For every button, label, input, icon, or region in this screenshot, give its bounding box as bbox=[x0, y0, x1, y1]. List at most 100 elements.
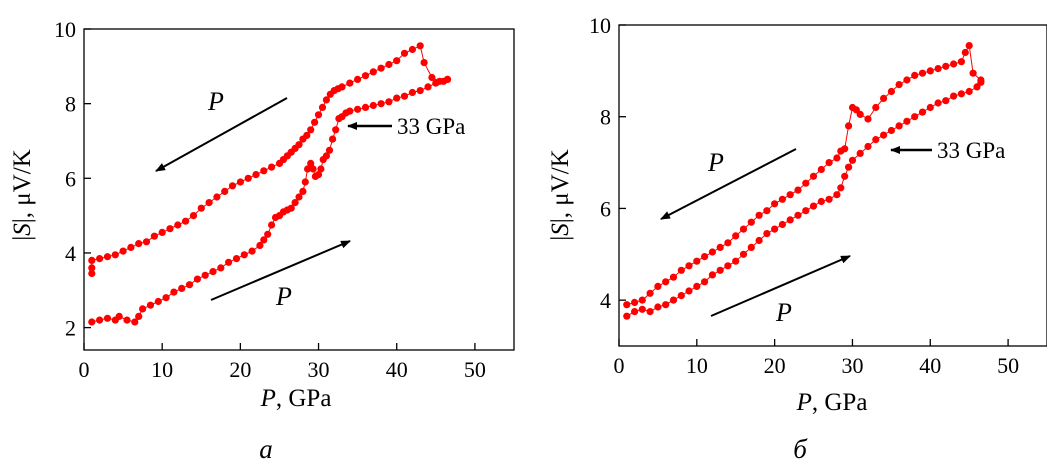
panel-a-y-ticks: 2 4 6 8 10 bbox=[54, 17, 91, 341]
panel-a-x-tick-label: 40 bbox=[386, 357, 408, 382]
panel-a-data-point bbox=[369, 101, 377, 110]
panel-a-data-point bbox=[260, 236, 268, 244]
panel-b-data-point bbox=[638, 305, 646, 313]
panel-b-data-point bbox=[918, 108, 927, 116]
panel-a-data-point bbox=[252, 171, 260, 179]
panel-b-data-point bbox=[802, 207, 810, 215]
panel-a-data-point bbox=[264, 230, 272, 238]
panel-b-data-point bbox=[771, 200, 779, 208]
panel-b-data-point bbox=[845, 122, 853, 130]
panel-b-data-point bbox=[837, 147, 845, 155]
panel-a-data-point bbox=[162, 294, 170, 302]
panel-b-data-point bbox=[646, 289, 654, 297]
panel-b-data-point bbox=[895, 122, 903, 130]
panel-b-plot-frame bbox=[618, 24, 1047, 347]
panel-b-data-point bbox=[771, 225, 779, 233]
panel-a-x-tick-label: 30 bbox=[308, 357, 330, 382]
panel-a-series-1-line bbox=[91, 78, 448, 323]
panel-a-data-point bbox=[88, 269, 96, 278]
panel-b-data-point bbox=[961, 48, 969, 57]
panel-b-data-point bbox=[739, 225, 748, 233]
panel-b-data-point bbox=[887, 87, 896, 96]
panel-a-data-point bbox=[301, 178, 309, 186]
panel-b-data-point bbox=[950, 92, 958, 100]
panel-a-data-point bbox=[329, 135, 337, 143]
panel-a-data-point bbox=[385, 98, 393, 106]
panel-a-data-point bbox=[205, 199, 213, 207]
panel-a-annotation-text: 33 GPa bbox=[397, 114, 465, 139]
panel-a-data-point bbox=[193, 275, 201, 283]
panel-a-data-point bbox=[377, 64, 385, 72]
panel-b-data-point bbox=[786, 191, 794, 199]
panel-a-data-point bbox=[416, 42, 424, 50]
panel-b-data-point bbox=[965, 42, 973, 50]
panel-a-data-point bbox=[346, 107, 354, 115]
panel-a-y-axis-title: |S|, μV/K bbox=[9, 149, 36, 240]
panel-a-data-point bbox=[182, 217, 190, 225]
panel-a-data-point bbox=[299, 135, 307, 143]
panel-a-data-point bbox=[139, 305, 147, 313]
panel-b-data-point bbox=[654, 282, 662, 290]
panel-a-data-point bbox=[158, 228, 166, 236]
panel-b-data-point bbox=[724, 262, 732, 270]
panel-b-data-point bbox=[809, 202, 818, 210]
panel-a-data-point bbox=[103, 314, 112, 322]
panel-b-data-point bbox=[763, 207, 771, 215]
panel-a-data-point bbox=[332, 126, 340, 134]
panel-b-data-point bbox=[957, 58, 966, 66]
panel-b: 4 6 8 10 0 10 20 30 40 50 P P 33 GPa |S|, μV/K P… bbox=[547, 13, 1047, 464]
panel-a-data-point bbox=[354, 75, 362, 83]
panel-a-data-point bbox=[295, 193, 303, 201]
panel-b-data-point bbox=[716, 243, 724, 251]
panel-b-data-point bbox=[833, 154, 841, 162]
panel-a-data-point bbox=[213, 193, 221, 201]
panel-b-data-point bbox=[833, 191, 841, 199]
panel-a-data-point bbox=[146, 301, 155, 309]
panel-a-data-point bbox=[275, 159, 284, 167]
panel-b-data-point bbox=[926, 67, 934, 75]
panel-a-data-point bbox=[307, 126, 315, 134]
panel-b-data-point bbox=[732, 257, 740, 265]
panel-a-data-point bbox=[304, 165, 312, 173]
panel-b-data-point bbox=[977, 76, 985, 84]
panel-a-data-point bbox=[221, 187, 229, 195]
panel-b-x-axis-title: P, GPa bbox=[796, 389, 868, 416]
panel-a-data-point bbox=[424, 83, 432, 91]
panel-b-data-point bbox=[817, 197, 825, 206]
panel-b-data-point bbox=[662, 301, 670, 309]
panel-b-series-1-line bbox=[626, 81, 982, 317]
panel-a-data-point bbox=[385, 60, 393, 69]
panel-a-data-point bbox=[201, 271, 209, 279]
panel-b-data-point bbox=[880, 94, 888, 102]
panel-b-x-tick-label: 20 bbox=[764, 353, 786, 378]
panel-a-data-point bbox=[209, 268, 217, 276]
panel-a-data-point bbox=[428, 73, 436, 82]
panel-a-data-point bbox=[393, 57, 401, 65]
panel-b-data-point bbox=[677, 266, 685, 274]
panel-a-data-point bbox=[400, 92, 409, 100]
panel-b-data-point bbox=[677, 292, 685, 300]
panel-b-data-point bbox=[732, 232, 740, 240]
panel-a-decreasing-arrow bbox=[155, 97, 288, 172]
panel-b-data-point bbox=[739, 250, 748, 258]
panel-b-data-point bbox=[911, 71, 919, 79]
panel-b-data-point bbox=[903, 76, 911, 84]
panel-b-data-point bbox=[747, 243, 755, 251]
panel-a-data-point bbox=[174, 221, 182, 229]
panel-b-data-point bbox=[911, 113, 919, 121]
panel-b-data-point bbox=[926, 103, 934, 112]
panel-b-series-2-line bbox=[626, 44, 982, 306]
panel-a-increasing-label: P bbox=[275, 282, 292, 311]
panel-a-data-point bbox=[256, 241, 264, 250]
panel-a-data-point bbox=[248, 247, 256, 255]
panel-b-data-point bbox=[662, 278, 670, 286]
panel-a-data-point bbox=[416, 87, 424, 95]
panel-a-label: а bbox=[259, 434, 273, 464]
panel-a-data-point bbox=[185, 281, 194, 289]
panel-a-data-point bbox=[166, 225, 174, 233]
panel-a-x-axis-title: P, GPa bbox=[260, 385, 332, 412]
panel-b-y-ticks: 4 6 8 10 bbox=[589, 13, 626, 313]
panel-a-data-point bbox=[96, 316, 104, 324]
panel-b-data-point bbox=[763, 230, 771, 238]
panel-b-data-point bbox=[872, 103, 880, 112]
